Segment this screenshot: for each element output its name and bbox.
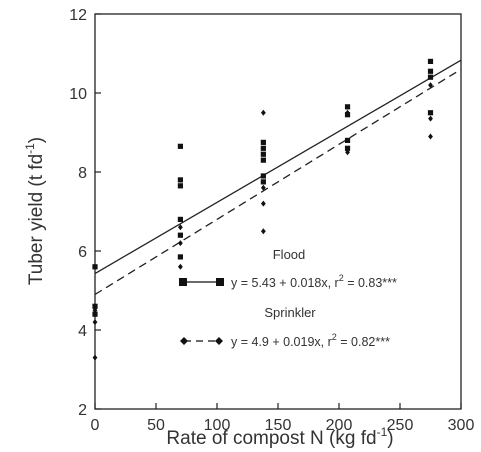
data-point-sprinkler xyxy=(428,82,433,89)
legend: Flood y = 5.43 + 0.018x, r2 = 0.83*** Sp… xyxy=(179,247,397,349)
x-axis-title-sup: -1 xyxy=(377,425,388,439)
data-point-flood xyxy=(177,177,183,183)
x-tick-label: 0 xyxy=(91,417,100,434)
legend-title-flood: Flood xyxy=(273,247,306,262)
data-point-flood xyxy=(260,179,266,185)
x-axis-title: Rate of compost N (kg fd-1) xyxy=(166,425,393,449)
data-point-flood xyxy=(260,145,266,151)
x-tick-label: 250 xyxy=(387,417,414,434)
legend-equation-sprinkler-text: y = 4.9 + 0.019x, r xyxy=(231,335,332,349)
data-point-flood xyxy=(92,311,98,317)
legend-equation-flood: y = 5.43 + 0.018x, r2 = 0.83*** xyxy=(231,273,397,290)
data-point-flood xyxy=(177,183,183,189)
data-point-sprinkler xyxy=(345,149,350,156)
data-point-flood xyxy=(260,139,266,145)
data-point-sprinkler xyxy=(428,133,433,140)
legend-equation-sprinkler-sup: 2 xyxy=(332,332,337,342)
data-point-flood xyxy=(260,173,266,179)
data-point-flood xyxy=(260,151,266,157)
data-points xyxy=(92,58,434,361)
legend-marker-flood-left xyxy=(179,278,187,286)
data-point-flood xyxy=(260,157,266,163)
y-tick-label: 12 xyxy=(69,7,87,24)
x-axis-title-main: Rate of compost N (kg fd xyxy=(166,428,376,449)
legend-equation-flood-sup: 2 xyxy=(339,273,344,283)
x-tick-label: 50 xyxy=(147,417,165,434)
data-point-flood xyxy=(427,68,434,74)
fit-line-flood xyxy=(94,59,462,275)
y-tick-label: 8 xyxy=(78,165,87,182)
data-point-flood xyxy=(344,137,351,143)
legend-equation-flood-value: = 0.83*** xyxy=(344,276,397,290)
x-tick-label: 200 xyxy=(326,417,353,434)
data-point-sprinkler xyxy=(260,184,266,191)
data-point-flood xyxy=(92,303,98,309)
x-tick-label: 150 xyxy=(265,417,292,434)
legend-marker-sprinkler-left xyxy=(180,337,188,345)
data-point-sprinkler xyxy=(428,115,433,122)
y-axis-title-main: Tuber yield (t fd xyxy=(26,154,47,285)
x-axis-title-end: ) xyxy=(387,428,393,449)
data-point-flood xyxy=(344,145,351,151)
legend-equation-sprinkler: y = 4.9 + 0.019x, r2 = 0.82*** xyxy=(231,332,390,349)
data-point-sprinkler xyxy=(92,307,98,314)
data-point-sprinkler xyxy=(260,200,266,207)
y-tick-label: 4 xyxy=(78,323,87,340)
data-point-flood xyxy=(177,254,183,260)
x-tick-label: 300 xyxy=(448,417,475,434)
data-point-sprinkler xyxy=(260,228,266,235)
legend-marker-sprinkler-right xyxy=(215,337,223,345)
data-point-flood xyxy=(177,232,183,238)
data-point-flood xyxy=(427,74,434,80)
legend-title-sprinkler: Sprinkler xyxy=(264,305,316,320)
axis-ticks: 0 50 100 150 200 250 300 2 4 6 8 10 12 xyxy=(69,7,474,434)
y-tick-label: 6 xyxy=(78,244,87,261)
legend-equation-sprinkler-value: = 0.82*** xyxy=(337,335,390,349)
data-point-sprinkler xyxy=(345,109,350,116)
y-tick-label: 10 xyxy=(69,86,87,103)
data-point-flood xyxy=(177,216,183,222)
y-tick-label: 2 xyxy=(78,402,87,419)
y-axis-title: Tuber yield (t fd-1) xyxy=(23,137,47,285)
data-point-sprinkler xyxy=(92,319,98,326)
data-point-sprinkler xyxy=(178,240,183,247)
regression-lines xyxy=(94,59,462,296)
plot-frame xyxy=(94,13,462,410)
fit-line-sprinkler xyxy=(94,68,462,296)
y-axis-title-sup: -1 xyxy=(23,143,37,154)
legend-marker-flood-right xyxy=(216,278,224,286)
legend-equation-flood-text: y = 5.43 + 0.018x, r xyxy=(231,276,339,290)
data-point-sprinkler xyxy=(178,224,183,231)
data-point-flood xyxy=(92,264,98,270)
y-axis-title-end: ) xyxy=(26,137,47,143)
data-point-sprinkler xyxy=(260,109,266,116)
data-point-sprinkler xyxy=(178,263,183,270)
data-point-flood xyxy=(177,143,183,149)
data-point-sprinkler xyxy=(92,354,98,361)
data-point-flood xyxy=(427,58,434,64)
data-point-flood xyxy=(427,110,434,116)
data-point-flood xyxy=(344,104,351,110)
x-tick-label: 100 xyxy=(204,417,231,434)
